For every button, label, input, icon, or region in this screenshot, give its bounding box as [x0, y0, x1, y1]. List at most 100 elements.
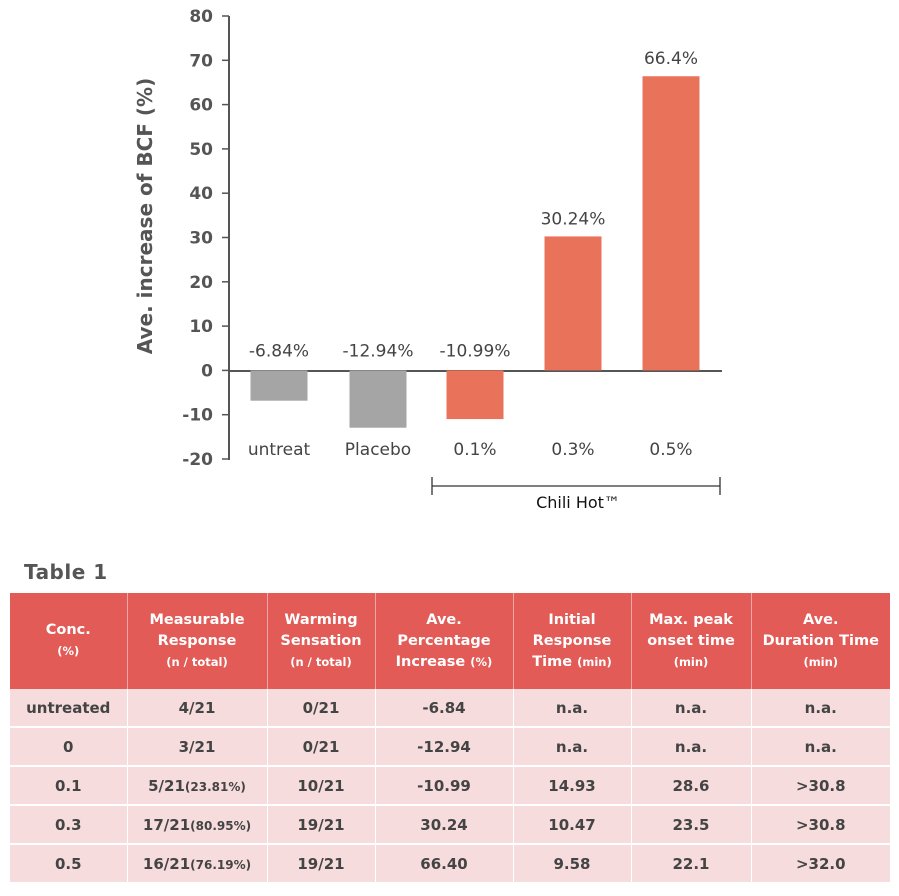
bar — [349, 370, 407, 428]
table-cell: 0.3 — [10, 805, 128, 845]
category-label: Placebo — [345, 440, 411, 460]
header-unit: (min) — [803, 654, 839, 669]
table-cell: 4/21 — [127, 689, 268, 728]
header-text: Response — [157, 632, 237, 649]
cell-percentage: (80.95%) — [190, 818, 252, 833]
table-cell: 66.40 — [375, 844, 514, 884]
cell-value: 0.1 — [54, 776, 82, 795]
data-label: -12.94% — [343, 341, 414, 361]
table-cell: 9.58 — [513, 844, 632, 884]
cell-value: 30.24 — [420, 815, 468, 834]
y-tick-label: -10 — [182, 406, 213, 426]
cell-value: n.a. — [674, 737, 708, 756]
column-header: Initial Response Time (min) — [513, 593, 632, 689]
table-cell: 10.47 — [513, 805, 632, 845]
cell-value: >32.0 — [795, 854, 846, 873]
y-tick-label: 30 — [189, 229, 213, 249]
cell-value: 14.93 — [548, 776, 596, 795]
y-axis-label: Ave. increase of BCF (%) — [133, 78, 157, 355]
table-cell: -6.84 — [375, 689, 514, 728]
y-tick-label: 40 — [189, 184, 213, 204]
cell-value: 17/21 — [142, 815, 191, 834]
cell-value: 23.5 — [672, 815, 710, 834]
table-cell: 3/21 — [127, 727, 268, 767]
cell-value: 10/21 — [297, 776, 345, 795]
header-unit: (min) — [577, 654, 612, 669]
table-cell: 19/21 — [267, 844, 376, 884]
header-unit: (n / total) — [166, 654, 228, 669]
header-text: Initial — [548, 611, 596, 628]
header-text: Ave. — [426, 611, 462, 628]
table-title: Table 1 — [24, 560, 108, 584]
header-text: Duration Time — [762, 632, 879, 649]
header-text: Ave. — [803, 611, 839, 628]
header-text: Response — [532, 632, 612, 649]
table-row: untreated 4/21 0/21 -6.84 n.a. n.a. n.a. — [10, 689, 890, 728]
data-label: 66.4% — [644, 49, 698, 69]
cell-value: >30.8 — [795, 815, 846, 834]
category-label: 0.1% — [453, 440, 496, 460]
bar — [250, 370, 308, 401]
table-cell: 5/21(23.81%) — [127, 766, 268, 806]
column-header: Ave. Percentage Increase (%) — [375, 593, 514, 689]
table-cell: 22.1 — [631, 844, 752, 884]
header-text: Percentage — [397, 632, 491, 649]
results-table: Conc. (%) Measurable Response (n / total) W… — [10, 593, 890, 884]
group-label: Chili Hot™ — [536, 493, 620, 512]
header-text: Warming — [284, 611, 358, 628]
table-row: 0.5 16/21(76.19%) 19/21 66.40 9.58 22.1 >32.0 — [10, 844, 890, 884]
bar — [544, 236, 602, 371]
table-cell: n.a. — [631, 727, 752, 767]
table-cell: 0 — [10, 727, 128, 767]
table-cell: -10.99 — [375, 766, 514, 806]
header-text: Measurable — [149, 611, 245, 628]
data-label: -10.99% — [440, 341, 511, 361]
cell-value: 66.40 — [420, 854, 468, 873]
table-cell: 30.24 — [375, 805, 514, 845]
header-text: Conc. — [45, 622, 91, 638]
cell-value: 0.5 — [54, 854, 82, 873]
bar — [642, 76, 700, 371]
cell-percentage: (76.19%) — [190, 857, 252, 872]
table-cell: 14.93 — [513, 766, 632, 806]
cell-value: -6.84 — [422, 698, 466, 717]
table-cell: 17/21(80.95%) — [127, 805, 268, 845]
table-cell: n.a. — [751, 727, 890, 767]
header-unit: (n / total) — [290, 654, 352, 669]
cell-value: 9.58 — [553, 854, 591, 873]
y-tick-label: -20 — [182, 450, 213, 470]
table-cell: n.a. — [751, 689, 890, 728]
table-row: 0 3/21 0/21 -12.94 n.a. n.a. n.a. — [10, 727, 890, 767]
y-tick-label: 70 — [189, 51, 213, 71]
cell-value: -12.94 — [417, 737, 471, 756]
column-header: Warming Sensation (n / total) — [267, 593, 376, 689]
table-row: 0.1 5/21(23.81%) 10/21 -10.99 14.93 28.6 >30.8 — [10, 766, 890, 806]
table-cell: 0.1 — [10, 766, 128, 806]
bar-chart: 80 70 60 50 40 30 20 10 0 -10 -20 -6.84% untreat -12… — [133, 7, 722, 512]
header-unit: (%) — [57, 644, 80, 658]
header-text: Max. peak — [649, 611, 733, 628]
header-text: onset time — [647, 632, 735, 649]
table-cell: -12.94 — [375, 727, 514, 767]
cell-value: 0/21 — [302, 737, 340, 756]
table-cell: 0/21 — [267, 689, 376, 728]
y-tick-label: 20 — [189, 273, 213, 293]
y-tick-label: 60 — [189, 96, 213, 116]
table-cell: >30.8 — [751, 805, 890, 845]
cell-value: 16/21 — [142, 854, 191, 873]
header-unit: (%) — [470, 654, 493, 669]
y-tick-label: 0 — [201, 361, 213, 381]
cell-value: 19/21 — [297, 815, 345, 834]
table-row: 0.3 17/21(80.95%) 19/21 30.24 10.47 23.5 >30.8 — [10, 805, 890, 845]
data-label: 30.24% — [541, 209, 606, 229]
data-label: -6.84% — [249, 341, 309, 361]
cell-value: 28.6 — [672, 776, 710, 795]
table-cell: 28.6 — [631, 766, 752, 806]
header-text: Increase — [395, 653, 466, 670]
table-cell: 23.5 — [631, 805, 752, 845]
cell-percentage: (23.81%) — [184, 779, 246, 794]
header-text: Sensation — [280, 632, 362, 649]
cell-value: n.a. — [555, 698, 589, 717]
column-header: Conc. (%) — [10, 593, 128, 689]
category-label: 0.3% — [551, 440, 594, 460]
